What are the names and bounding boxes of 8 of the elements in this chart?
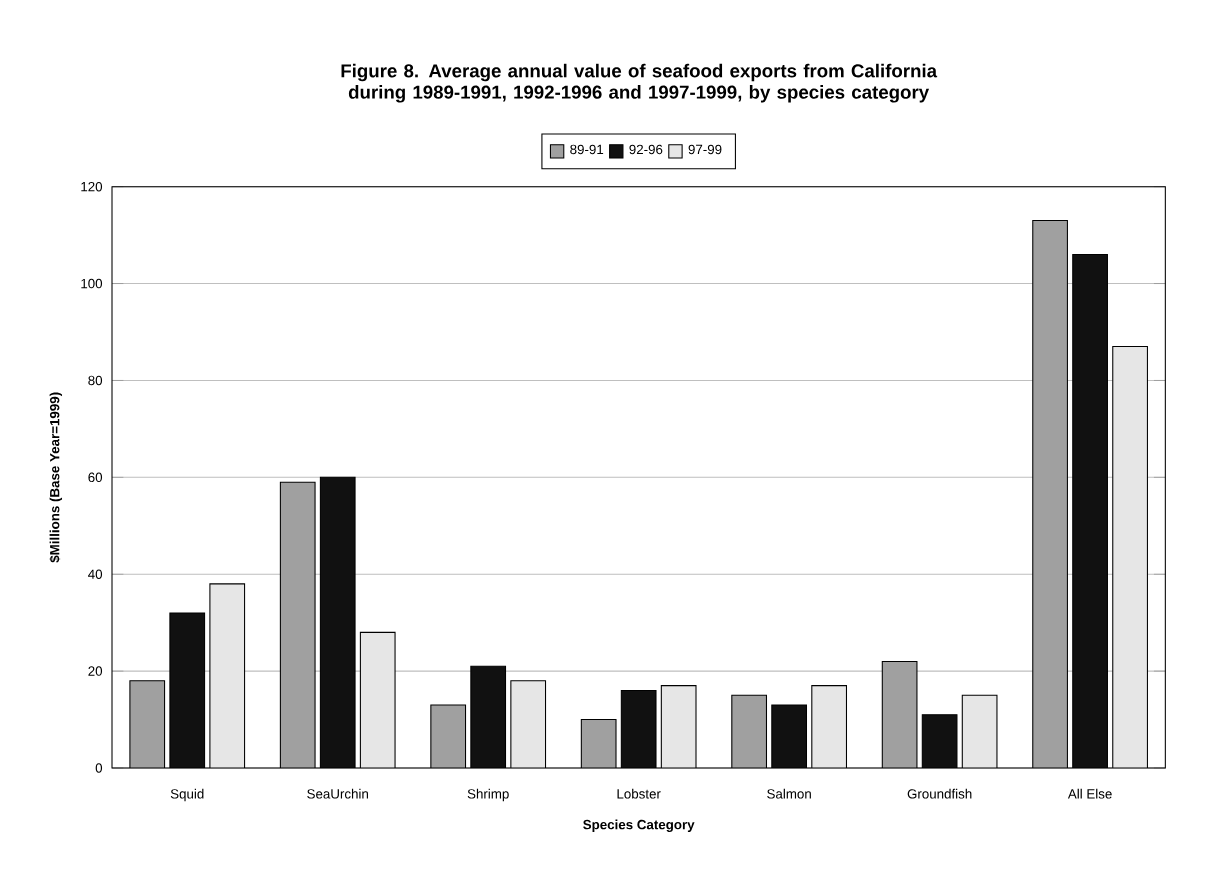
bar bbox=[470, 665, 507, 768]
bar bbox=[620, 689, 657, 768]
bar bbox=[1072, 253, 1108, 768]
bar bbox=[169, 612, 206, 768]
bar bbox=[921, 714, 958, 768]
bar bbox=[319, 476, 356, 768]
chart-title: Figure 8. Average annual value of seafood exports from California during 1989-1991, 1992-1996 and 1997-1999, by species category bbox=[341, 63, 938, 103]
bar bbox=[771, 704, 808, 768]
